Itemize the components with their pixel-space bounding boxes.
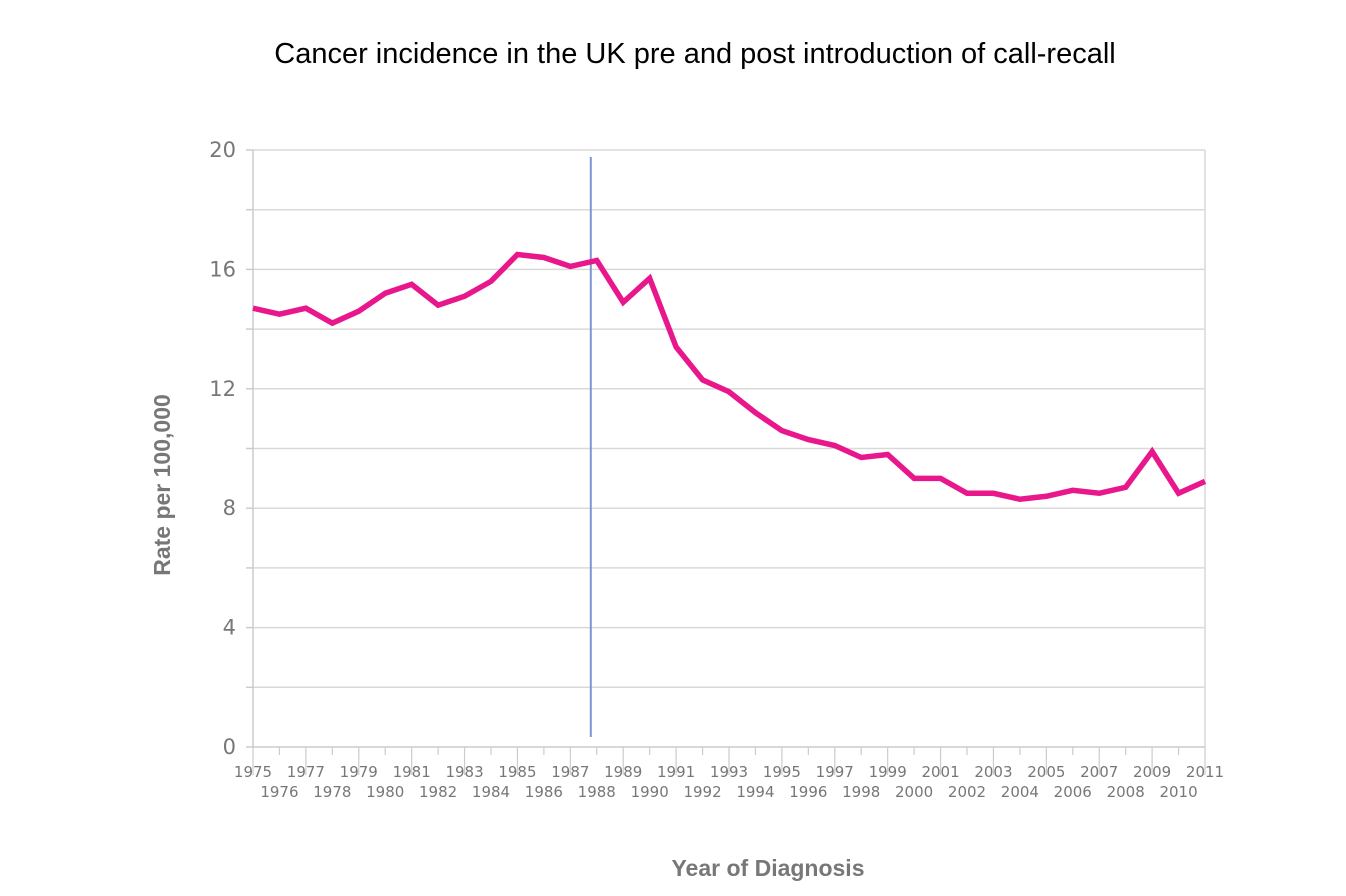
x-tick-label: 1983 [445,763,483,781]
x-tick-label: 2002 [948,783,986,801]
x-tick-label: 2006 [1054,783,1092,801]
x-tick-label: 1975 [234,763,272,781]
y-tick-label: 4 [223,616,236,640]
x-tick-label: 2008 [1107,783,1145,801]
x-tick-label: 1987 [551,763,589,781]
x-tick-label: 1995 [763,763,801,781]
y-tick-label: 20 [209,138,236,162]
series-group [252,251,1207,503]
x-tick-label: 1996 [789,783,827,801]
y-tick-label: 0 [223,735,236,759]
x-axis-title: Year of Diagnosis [671,855,864,881]
x-tick-label: 1997 [816,763,854,781]
x-tick-label: 2000 [895,783,933,801]
x-tick-label: 2011 [1186,763,1224,781]
x-tick-label: 2003 [974,763,1012,781]
x-tick-label: 1981 [393,763,431,781]
x-tick-label: 1994 [736,783,774,801]
x-tick-label: 1999 [869,763,907,781]
series-line [252,251,1207,503]
y-tick-label: 8 [223,496,236,520]
x-tick-labels: 1975 1976 1977 1978 1979 1980 1981 1982 1983 1984… [234,747,1224,801]
x-tick-label: 1988 [578,783,616,801]
x-tick-label: 2010 [1159,783,1197,801]
x-tick-label: 1993 [710,763,748,781]
y-axis-title: Rate per 100,000 [149,394,175,576]
x-tick-label: 1978 [313,783,351,801]
x-tick-label: 1992 [683,783,721,801]
x-tick-label: 1976 [260,783,298,801]
x-tick-label: 2009 [1133,763,1171,781]
x-tick-label: 1991 [657,763,695,781]
x-tick-label: 1986 [525,783,563,801]
x-tick-label: 1977 [287,763,325,781]
x-tick-label: 2004 [1001,783,1039,801]
y-tick-label: 16 [209,257,236,281]
y-tick-label: 12 [209,377,236,401]
x-tick-label: 2005 [1027,763,1065,781]
chart-title: Cancer incidence in the UK pre and post … [274,38,1116,70]
x-tick-label: 1985 [498,763,536,781]
x-tick-label: 2007 [1080,763,1118,781]
x-tick-label: 1984 [472,783,510,801]
grid-lines [253,149,1206,747]
x-tick-label: 1982 [419,783,457,801]
x-tick-label: 1989 [604,763,642,781]
x-tick-label: 1990 [631,783,669,801]
y-tick-labels: 0 4 8 12 16 20 [209,138,236,759]
x-tick-label: 2001 [921,763,959,781]
x-tick-label: 1980 [366,783,404,801]
x-tick-label: 1979 [340,763,378,781]
x-tick-label: 1998 [842,783,880,801]
